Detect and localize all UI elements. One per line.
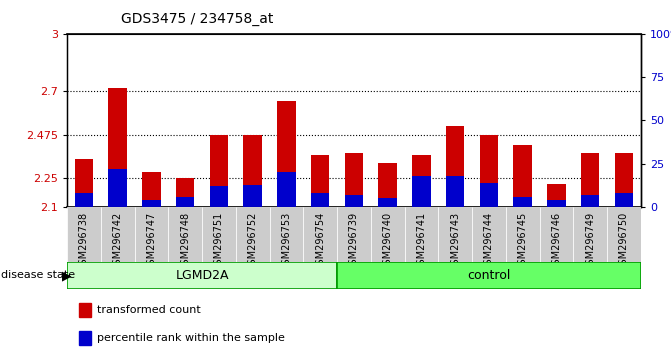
Text: GSM296748: GSM296748 [180,211,190,270]
Bar [311,193,329,207]
Text: disease state: disease state [1,270,75,280]
Text: GSM296750: GSM296750 [619,211,629,271]
Bar [277,101,296,207]
Text: GSM296751: GSM296751 [214,211,224,271]
Bar [480,135,499,207]
Bar [607,207,641,262]
Bar [480,183,499,207]
Text: GSM296744: GSM296744 [484,211,494,270]
Bar [79,303,91,317]
Bar [378,198,397,207]
Bar [74,193,93,207]
Bar [142,172,161,207]
Text: GSM296738: GSM296738 [79,211,89,270]
Bar [303,207,337,262]
Bar [378,163,397,207]
Bar [236,207,270,262]
Bar [244,184,262,207]
Text: GSM296746: GSM296746 [552,211,562,270]
Bar [202,207,236,262]
Bar [79,331,91,345]
Bar [176,197,195,207]
Bar [581,153,599,207]
Bar [472,207,506,262]
Bar [539,207,573,262]
Bar [405,207,438,262]
Text: ▶: ▶ [62,269,71,282]
Bar [345,153,363,207]
Text: GSM296752: GSM296752 [248,211,258,271]
Text: GSM296739: GSM296739 [349,211,359,270]
Bar [67,262,337,289]
Bar [109,87,127,207]
Bar [547,184,566,207]
Bar [371,207,405,262]
Bar [209,186,228,207]
Bar [337,207,371,262]
Bar [109,169,127,207]
Text: GSM296747: GSM296747 [146,211,156,271]
Bar [101,207,135,262]
Text: GSM296743: GSM296743 [450,211,460,270]
Text: GSM296754: GSM296754 [315,211,325,271]
Text: GSM296740: GSM296740 [382,211,393,270]
Bar [337,262,641,289]
Bar [176,178,195,207]
Text: GSM296742: GSM296742 [113,211,123,271]
Text: GSM296749: GSM296749 [585,211,595,270]
Bar [573,207,607,262]
Text: transformed count: transformed count [97,305,201,315]
Bar [547,200,566,207]
Bar [142,200,161,207]
Bar [74,159,93,207]
Bar [513,197,532,207]
Bar [506,207,539,262]
Bar [67,207,101,262]
Text: percentile rank within the sample: percentile rank within the sample [97,333,285,343]
Bar [168,207,202,262]
Bar [446,176,464,207]
Bar [412,155,431,207]
Bar [345,195,363,207]
Bar [412,176,431,207]
Bar [277,172,296,207]
Text: GSM296745: GSM296745 [518,211,527,271]
Bar [446,126,464,207]
Bar [135,207,168,262]
Text: GSM296741: GSM296741 [417,211,427,270]
Bar [311,155,329,207]
Bar [244,135,262,207]
Bar [581,195,599,207]
Bar [209,135,228,207]
Bar [270,207,303,262]
Text: control: control [467,269,511,282]
Text: GSM296753: GSM296753 [281,211,291,271]
Bar [615,193,633,207]
Bar [513,145,532,207]
Text: GDS3475 / 234758_at: GDS3475 / 234758_at [121,12,273,27]
Bar [438,207,472,262]
Bar [615,153,633,207]
Text: LGMD2A: LGMD2A [175,269,229,282]
